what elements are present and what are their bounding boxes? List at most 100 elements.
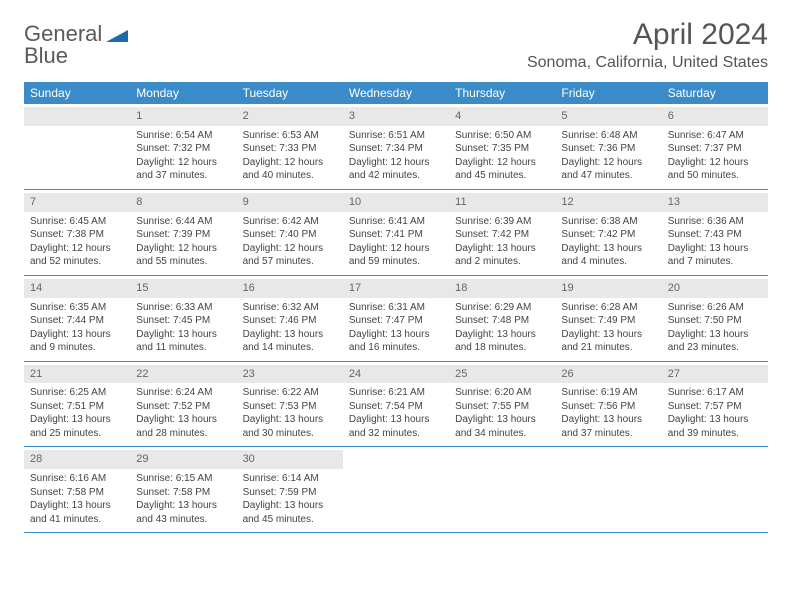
sunrise-line: Sunrise: 6:31 AM bbox=[349, 301, 443, 315]
daylight-line: Daylight: 13 hours and 32 minutes. bbox=[349, 413, 443, 440]
day-number: 30 bbox=[237, 450, 343, 469]
day-number: 5 bbox=[555, 107, 661, 126]
day-cell: 30 Sunrise: 6:14 AMSunset: 7:59 PMDayligh… bbox=[237, 447, 343, 532]
sunrise-line: Sunrise: 6:47 AM bbox=[668, 129, 762, 143]
sunset-line: Sunset: 7:59 PM bbox=[243, 486, 337, 500]
sunrise-line: Sunrise: 6:50 AM bbox=[455, 129, 549, 143]
day-header-row: Sunday Monday Tuesday Wednesday Thursday… bbox=[24, 82, 768, 104]
day-cell: 13 Sunrise: 6:36 AMSunset: 7:43 PMDayligh… bbox=[662, 190, 768, 275]
daylight-line: Daylight: 13 hours and 34 minutes. bbox=[455, 413, 549, 440]
daylight-line: Daylight: 13 hours and 45 minutes. bbox=[243, 499, 337, 526]
day-number: 7 bbox=[24, 193, 130, 212]
day-number: 25 bbox=[449, 365, 555, 384]
sunset-line: Sunset: 7:46 PM bbox=[243, 314, 337, 328]
day-header-fri: Friday bbox=[555, 82, 661, 104]
daylight-line: Daylight: 13 hours and 41 minutes. bbox=[30, 499, 124, 526]
sunset-line: Sunset: 7:37 PM bbox=[668, 142, 762, 156]
daylight-line: Daylight: 13 hours and 11 minutes. bbox=[136, 328, 230, 355]
sunset-line: Sunset: 7:55 PM bbox=[455, 400, 549, 414]
sunrise-line: Sunrise: 6:32 AM bbox=[243, 301, 337, 315]
day-header-sun: Sunday bbox=[24, 82, 130, 104]
sunset-line: Sunset: 7:43 PM bbox=[668, 228, 762, 242]
day-cell: 8Sunrise: 6:44 AMSunset: 7:39 PMDaylight… bbox=[130, 190, 236, 275]
day-cell: 7Sunrise: 6:45 AMSunset: 7:38 PMDaylight… bbox=[24, 190, 130, 275]
daylight-line: Daylight: 13 hours and 14 minutes. bbox=[243, 328, 337, 355]
sunset-line: Sunset: 7:38 PM bbox=[30, 228, 124, 242]
day-number: 6 bbox=[662, 107, 768, 126]
day-cell: 21Sunrise: 6:25 AMSunset: 7:51 PMDayligh… bbox=[24, 362, 130, 447]
day-header-thu: Thursday bbox=[449, 82, 555, 104]
day-cell: 10Sunrise: 6:41 AMSunset: 7:41 PMDayligh… bbox=[343, 190, 449, 275]
day-number: 10 bbox=[343, 193, 449, 212]
sunset-line: Sunset: 7:40 PM bbox=[243, 228, 337, 242]
daylight-line: Daylight: 13 hours and 4 minutes. bbox=[561, 242, 655, 269]
daylight-line: Daylight: 12 hours and 42 minutes. bbox=[349, 156, 443, 183]
sunrise-line: Sunrise: 6:21 AM bbox=[349, 386, 443, 400]
sunrise-line: Sunrise: 6:14 AM bbox=[243, 472, 337, 486]
sunrise-line: Sunrise: 6:39 AM bbox=[455, 215, 549, 229]
day-cell: 1Sunrise: 6:54 AMSunset: 7:32 PMDaylight… bbox=[130, 104, 236, 189]
daylight-line: Daylight: 13 hours and 39 minutes. bbox=[668, 413, 762, 440]
day-number: 29 bbox=[130, 450, 236, 469]
sunrise-line: Sunrise: 6:17 AM bbox=[668, 386, 762, 400]
day-number: 1 bbox=[130, 107, 236, 126]
sunset-line: Sunset: 7:50 PM bbox=[668, 314, 762, 328]
sunrise-line: Sunrise: 6:42 AM bbox=[243, 215, 337, 229]
day-header-sat: Saturday bbox=[662, 82, 768, 104]
sunset-line: Sunset: 7:58 PM bbox=[30, 486, 124, 500]
location: Sonoma, California, United States bbox=[527, 54, 768, 72]
sunrise-line: Sunrise: 6:26 AM bbox=[668, 301, 762, 315]
daylight-line: Daylight: 12 hours and 40 minutes. bbox=[243, 156, 337, 183]
day-cell: 20 Sunrise: 6:26 AMSunset: 7:50 PMDayligh… bbox=[662, 276, 768, 361]
day-cell: 15Sunrise: 6:33 AMSunset: 7:45 PMDayligh… bbox=[130, 276, 236, 361]
sunset-line: Sunset: 7:44 PM bbox=[30, 314, 124, 328]
sunset-line: Sunset: 7:52 PM bbox=[136, 400, 230, 414]
sunset-line: Sunset: 7:49 PM bbox=[561, 314, 655, 328]
sunrise-line: Sunrise: 6:51 AM bbox=[349, 129, 443, 143]
sunrise-line: Sunrise: 6:24 AM bbox=[136, 386, 230, 400]
sunset-line: Sunset: 7:47 PM bbox=[349, 314, 443, 328]
sunrise-line: Sunrise: 6:36 AM bbox=[668, 215, 762, 229]
day-number: 16 bbox=[237, 279, 343, 298]
daylight-line: Daylight: 12 hours and 55 minutes. bbox=[136, 242, 230, 269]
day-number: 8 bbox=[130, 193, 236, 212]
day-number: 4 bbox=[449, 107, 555, 126]
daylight-line: Daylight: 13 hours and 2 minutes. bbox=[455, 242, 549, 269]
day-cell: 27Sunrise: 6:17 AMSunset: 7:57 PMDayligh… bbox=[662, 362, 768, 447]
day-number: 15 bbox=[130, 279, 236, 298]
daylight-line: Daylight: 12 hours and 45 minutes. bbox=[455, 156, 549, 183]
day-cell: 22Sunrise: 6:24 AMSunset: 7:52 PMDayligh… bbox=[130, 362, 236, 447]
sunrise-line: Sunrise: 6:53 AM bbox=[243, 129, 337, 143]
week-row: 7 Sunrise: 6:45 AMSunset: 7:38 PM Daylight… bbox=[24, 190, 768, 276]
day-number: 19 bbox=[555, 279, 661, 298]
day-number: 20 bbox=[662, 279, 768, 298]
sunrise-line: Sunrise: 6:44 AM bbox=[136, 215, 230, 229]
day-cell: 6Sunrise: 6:47 AMSunset: 7:37 PMDaylight… bbox=[662, 104, 768, 189]
daylight-line: Daylight: 13 hours and 23 minutes. bbox=[668, 328, 762, 355]
day-cell: 5 Sunrise: 6:48 AMSunset: 7:36 PMDaylight… bbox=[555, 104, 661, 189]
daylight-line: Daylight: 13 hours and 7 minutes. bbox=[668, 242, 762, 269]
daylight-line: Daylight: 12 hours and 57 minutes. bbox=[243, 242, 337, 269]
day-number-empty bbox=[24, 107, 130, 126]
sunset-line: Sunset: 7:36 PM bbox=[561, 142, 655, 156]
day-number: 9 bbox=[237, 193, 343, 212]
logo: General Blue bbox=[24, 24, 128, 67]
sunset-line: Sunset: 7:41 PM bbox=[349, 228, 443, 242]
day-cell: 24Sunrise: 6:21 AMSunset: 7:54 PMDayligh… bbox=[343, 362, 449, 447]
daylight-line: Daylight: 12 hours and 47 minutes. bbox=[561, 156, 655, 183]
week-row: 28Sunrise: 6:16 AMSunset: 7:58 PMDayligh… bbox=[24, 447, 768, 533]
sunrise-line: Sunrise: 6:15 AM bbox=[136, 472, 230, 486]
day-cell bbox=[24, 104, 130, 189]
day-number: 17 bbox=[343, 279, 449, 298]
day-number: 18 bbox=[449, 279, 555, 298]
sunrise-line: Sunrise: 6:48 AM bbox=[561, 129, 655, 143]
sunrise-line: Sunrise: 6:45 AM bbox=[30, 215, 124, 229]
sunset-line: Sunset: 7:58 PM bbox=[136, 486, 230, 500]
day-cell bbox=[343, 447, 449, 532]
sunset-line: Sunset: 7:51 PM bbox=[30, 400, 124, 414]
day-number: 13 bbox=[662, 193, 768, 212]
week-row: 1Sunrise: 6:54 AMSunset: 7:32 PMDaylight… bbox=[24, 104, 768, 190]
sunset-line: Sunset: 7:54 PM bbox=[349, 400, 443, 414]
day-cell: 11Sunrise: 6:39 AMSunset: 7:42 PMDayligh… bbox=[449, 190, 555, 275]
day-cell bbox=[449, 447, 555, 532]
